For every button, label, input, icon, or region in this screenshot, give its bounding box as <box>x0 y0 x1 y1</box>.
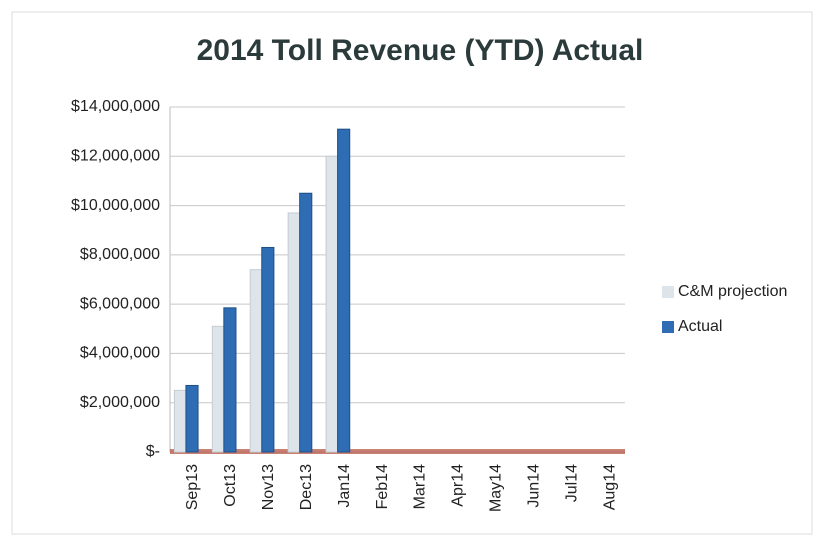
bar <box>299 192 313 453</box>
legend-swatch <box>662 286 674 298</box>
y-tick-label: $- <box>146 443 160 460</box>
floor <box>170 449 625 454</box>
bar <box>249 269 263 453</box>
bar <box>211 325 225 453</box>
bar <box>287 212 301 453</box>
y-tick-label: $12,000,000 <box>71 148 160 165</box>
bar <box>325 155 339 453</box>
y-tick-label: $2,000,000 <box>80 394 160 411</box>
x-tick-label: Oct13 <box>222 464 239 507</box>
x-tick-label: May14 <box>488 464 505 512</box>
x-tick-label: Jan14 <box>336 464 353 508</box>
y-tick-label: $4,000,000 <box>80 345 160 362</box>
x-tick-label: Mar14 <box>412 464 429 509</box>
y-tick-label: $10,000,000 <box>71 197 160 214</box>
chart-border <box>11 11 813 535</box>
x-tick-label: Feb14 <box>374 464 391 509</box>
chart-title: 2014 Toll Revenue (YTD) Actual <box>197 34 644 67</box>
x-tick-label: Jun14 <box>525 464 542 508</box>
x-tick-label: Apr14 <box>450 464 467 507</box>
legend-label: C&M projection <box>678 283 787 300</box>
legend-swatch <box>662 321 674 333</box>
x-tick-label: Dec13 <box>298 464 315 510</box>
bar <box>173 389 188 453</box>
bar <box>223 307 237 453</box>
bar <box>185 384 199 453</box>
x-tick-label: Sep13 <box>184 464 201 510</box>
x-tick-label: Jul14 <box>563 464 580 502</box>
y-tick-label: $8,000,000 <box>80 246 160 263</box>
x-tick-label: Aug14 <box>601 464 618 510</box>
y-tick-label: $14,000,000 <box>71 98 160 115</box>
bar <box>337 128 351 453</box>
y-tick-label: $6,000,000 <box>80 295 160 312</box>
bar <box>261 246 275 453</box>
x-tick-label: Nov13 <box>260 464 277 510</box>
legend-label: Actual <box>678 318 722 335</box>
